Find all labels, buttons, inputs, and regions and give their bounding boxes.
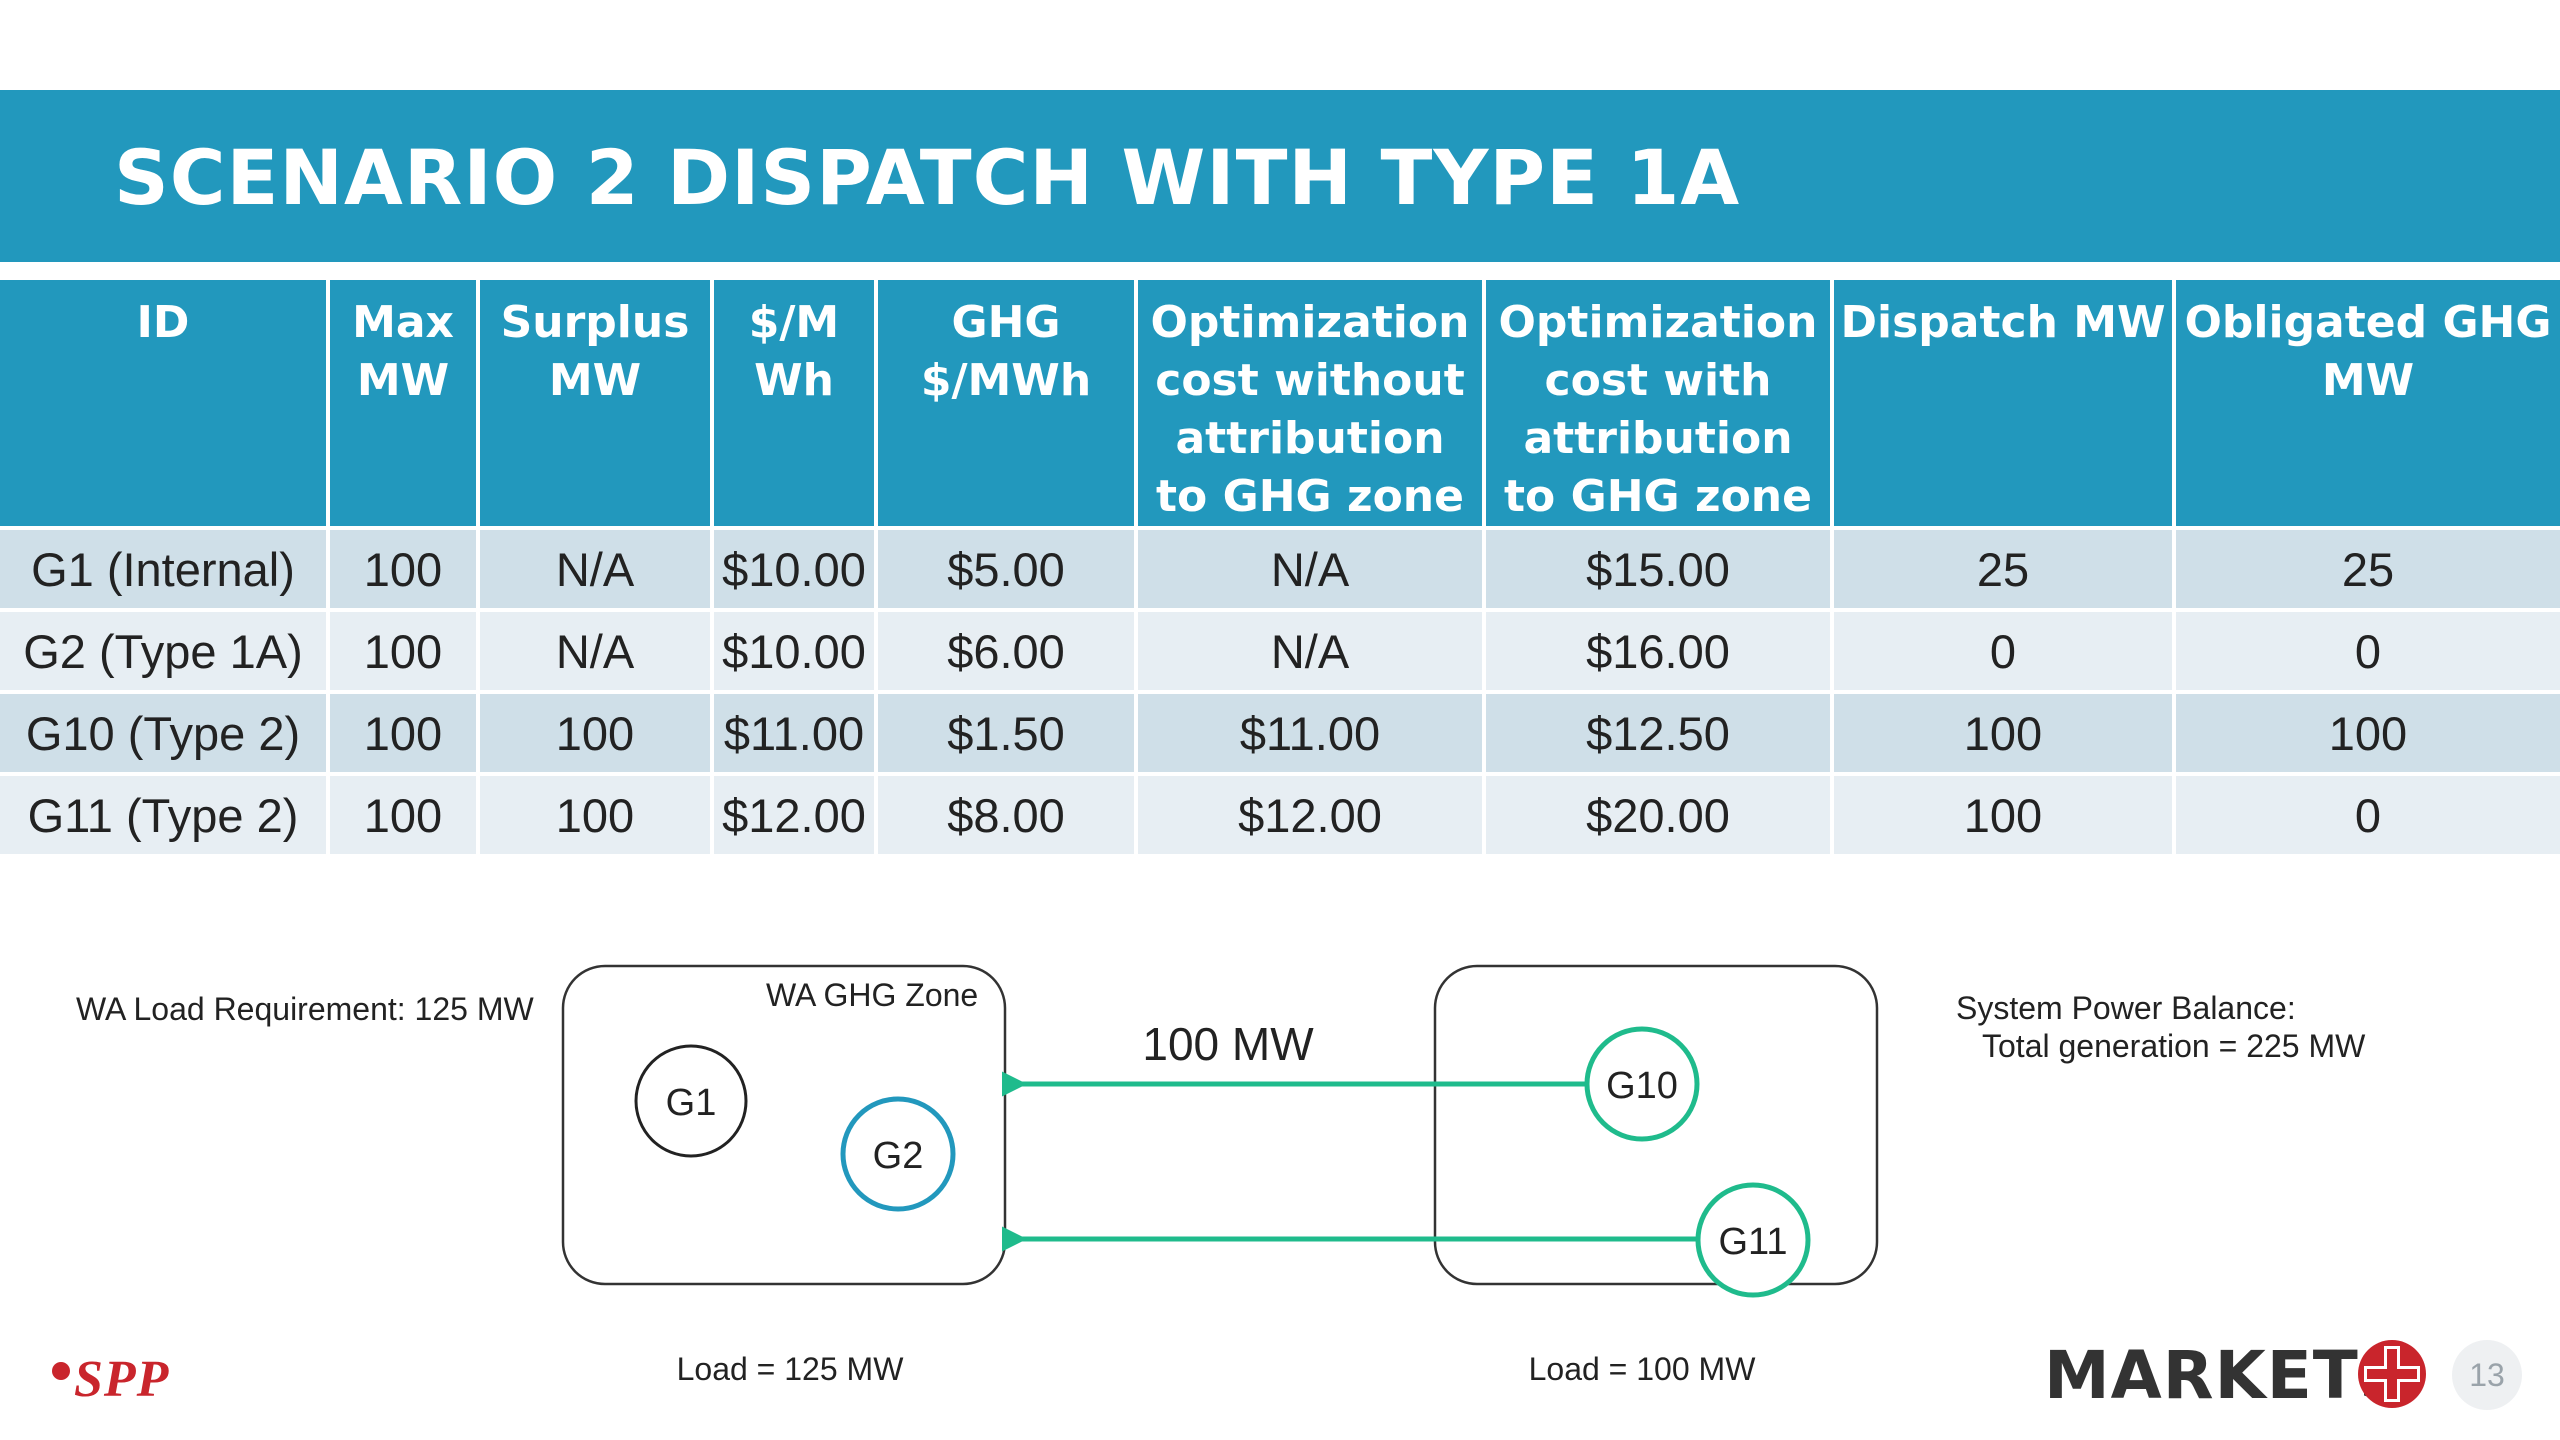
cell-id: G11 (Type 2)	[0, 772, 330, 854]
g1-label: G1	[666, 1082, 717, 1124]
wa-ghg-zone-label: WA GHG Zone	[766, 977, 978, 1013]
header-obligated-ghg-mw: Obligated GHG MW	[2174, 280, 2560, 528]
title-band	[0, 90, 2560, 262]
header-surplus-mw: Surplus MW	[478, 280, 714, 528]
cell-surplus-mw: 100	[478, 690, 714, 774]
cell-dispatch-mw: 25	[1832, 526, 2176, 610]
g11-circle	[1695, 1182, 1811, 1298]
cell-ghg-price: $5.00	[876, 526, 1138, 610]
dispatch-diagram: WA Load Requirement: 125 MW WA GHG Zone …	[76, 964, 2366, 1387]
header-opt-cost-with: Optimization cost with attribution to GH…	[1484, 280, 1834, 528]
cell-opt-cost-without: $11.00	[1136, 690, 1486, 774]
table-row: G11 (Type 2) 100 100 $12.00 $8.00 $12.00…	[0, 772, 2560, 854]
generator-node-g10: G10	[1584, 1026, 1700, 1142]
cell-opt-cost-without: $12.00	[1136, 772, 1486, 854]
flow-label: 100 MW	[1142, 1018, 1314, 1070]
cell-surplus-mw: N/A	[478, 526, 714, 610]
cell-obligated-ghg-mw: 25	[2174, 526, 2560, 610]
g2-circle	[840, 1096, 956, 1212]
header-price: $/M Wh	[712, 280, 878, 528]
slide-title: SCENARIO 2 DISPATCH WITH TYPE 1A	[114, 133, 1741, 222]
generator-node-g2: G2	[840, 1096, 956, 1212]
cell-opt-cost-without: N/A	[1136, 608, 1486, 692]
wa-ghg-zone-box	[561, 964, 1007, 1286]
g10-label: G10	[1606, 1065, 1678, 1107]
table-row: G10 (Type 2) 100 100 $11.00 $1.50 $11.00…	[0, 690, 2560, 774]
header-ghg-price: GHG $/MWh	[876, 280, 1138, 528]
cell-ghg-price: $1.50	[876, 690, 1138, 774]
cell-max-mw: 100	[328, 690, 480, 774]
cell-obligated-ghg-mw: 0	[2174, 608, 2560, 692]
cell-ghg-price: $8.00	[876, 772, 1138, 854]
cell-price: $12.00	[712, 772, 878, 854]
header-max-mw: Max MW	[328, 280, 480, 528]
cell-opt-cost-with: $16.00	[1484, 608, 1834, 692]
cell-dispatch-mw: 100	[1832, 690, 2176, 774]
system-balance-total: Total generation = 225 MW	[1982, 1028, 2366, 1064]
cell-id: G10 (Type 2)	[0, 690, 330, 774]
generator-node-g11: G11	[1695, 1182, 1811, 1298]
external-zone-box	[1433, 964, 1879, 1286]
cell-id: G1 (Internal)	[0, 526, 330, 610]
g10-circle	[1584, 1026, 1700, 1142]
cell-surplus-mw: N/A	[478, 608, 714, 692]
page-number: 13	[2452, 1340, 2522, 1410]
wa-load-requirement-label: WA Load Requirement: 125 MW	[76, 991, 534, 1027]
table-row: G2 (Type 1A) 100 N/A $10.00 $6.00 N/A $1…	[0, 608, 2560, 692]
right-load-label: Load = 100 MW	[1529, 1351, 1757, 1387]
header-id: ID	[0, 280, 330, 528]
cell-max-mw: 100	[328, 526, 480, 610]
cell-opt-cost-with: $12.50	[1484, 690, 1834, 774]
cell-price: $10.00	[712, 608, 878, 692]
cell-dispatch-mw: 100	[1832, 772, 2176, 854]
cell-opt-cost-with: $15.00	[1484, 526, 1834, 610]
table-header-row: ID Max MW Surplus MW $/M Wh GHG $/MWh Op…	[0, 280, 2560, 528]
cell-price: $11.00	[712, 690, 878, 774]
header-opt-cost-without: Optimization cost without attribution to…	[1136, 280, 1486, 528]
cell-obligated-ghg-mw: 100	[2174, 690, 2560, 774]
cell-opt-cost-without: N/A	[1136, 526, 1486, 610]
g2-label: G2	[873, 1135, 924, 1177]
spp-logo: SPP	[52, 1350, 169, 1409]
cell-opt-cost-with: $20.00	[1484, 772, 1834, 854]
system-balance-title: System Power Balance:	[1956, 990, 2296, 1026]
cell-ghg-price: $6.00	[876, 608, 1138, 692]
spp-logo-mark	[52, 1362, 70, 1380]
markets-plus-icon	[2358, 1340, 2426, 1408]
left-load-label: Load = 125 MW	[677, 1351, 905, 1387]
cell-surplus-mw: 100	[478, 772, 714, 854]
cell-max-mw: 100	[328, 772, 480, 854]
g11-label: G11	[1718, 1221, 1787, 1263]
spp-logo-text: SPP	[74, 1351, 170, 1408]
cell-price: $10.00	[712, 526, 878, 610]
cell-max-mw: 100	[328, 608, 480, 692]
markets-logo-text: MARKETS	[2044, 1337, 2408, 1414]
cell-id: G2 (Type 1A)	[0, 608, 330, 692]
generator-node-g1: G1	[634, 1044, 748, 1158]
cell-obligated-ghg-mw: 0	[2174, 772, 2560, 854]
g1-circle	[634, 1044, 748, 1158]
cell-dispatch-mw: 0	[1832, 608, 2176, 692]
dispatch-table: ID Max MW Surplus MW $/M Wh GHG $/MWh Op…	[0, 280, 2560, 854]
table-row: G1 (Internal) 100 N/A $10.00 $5.00 N/A $…	[0, 526, 2560, 610]
header-dispatch-mw: Dispatch MW	[1832, 280, 2176, 528]
